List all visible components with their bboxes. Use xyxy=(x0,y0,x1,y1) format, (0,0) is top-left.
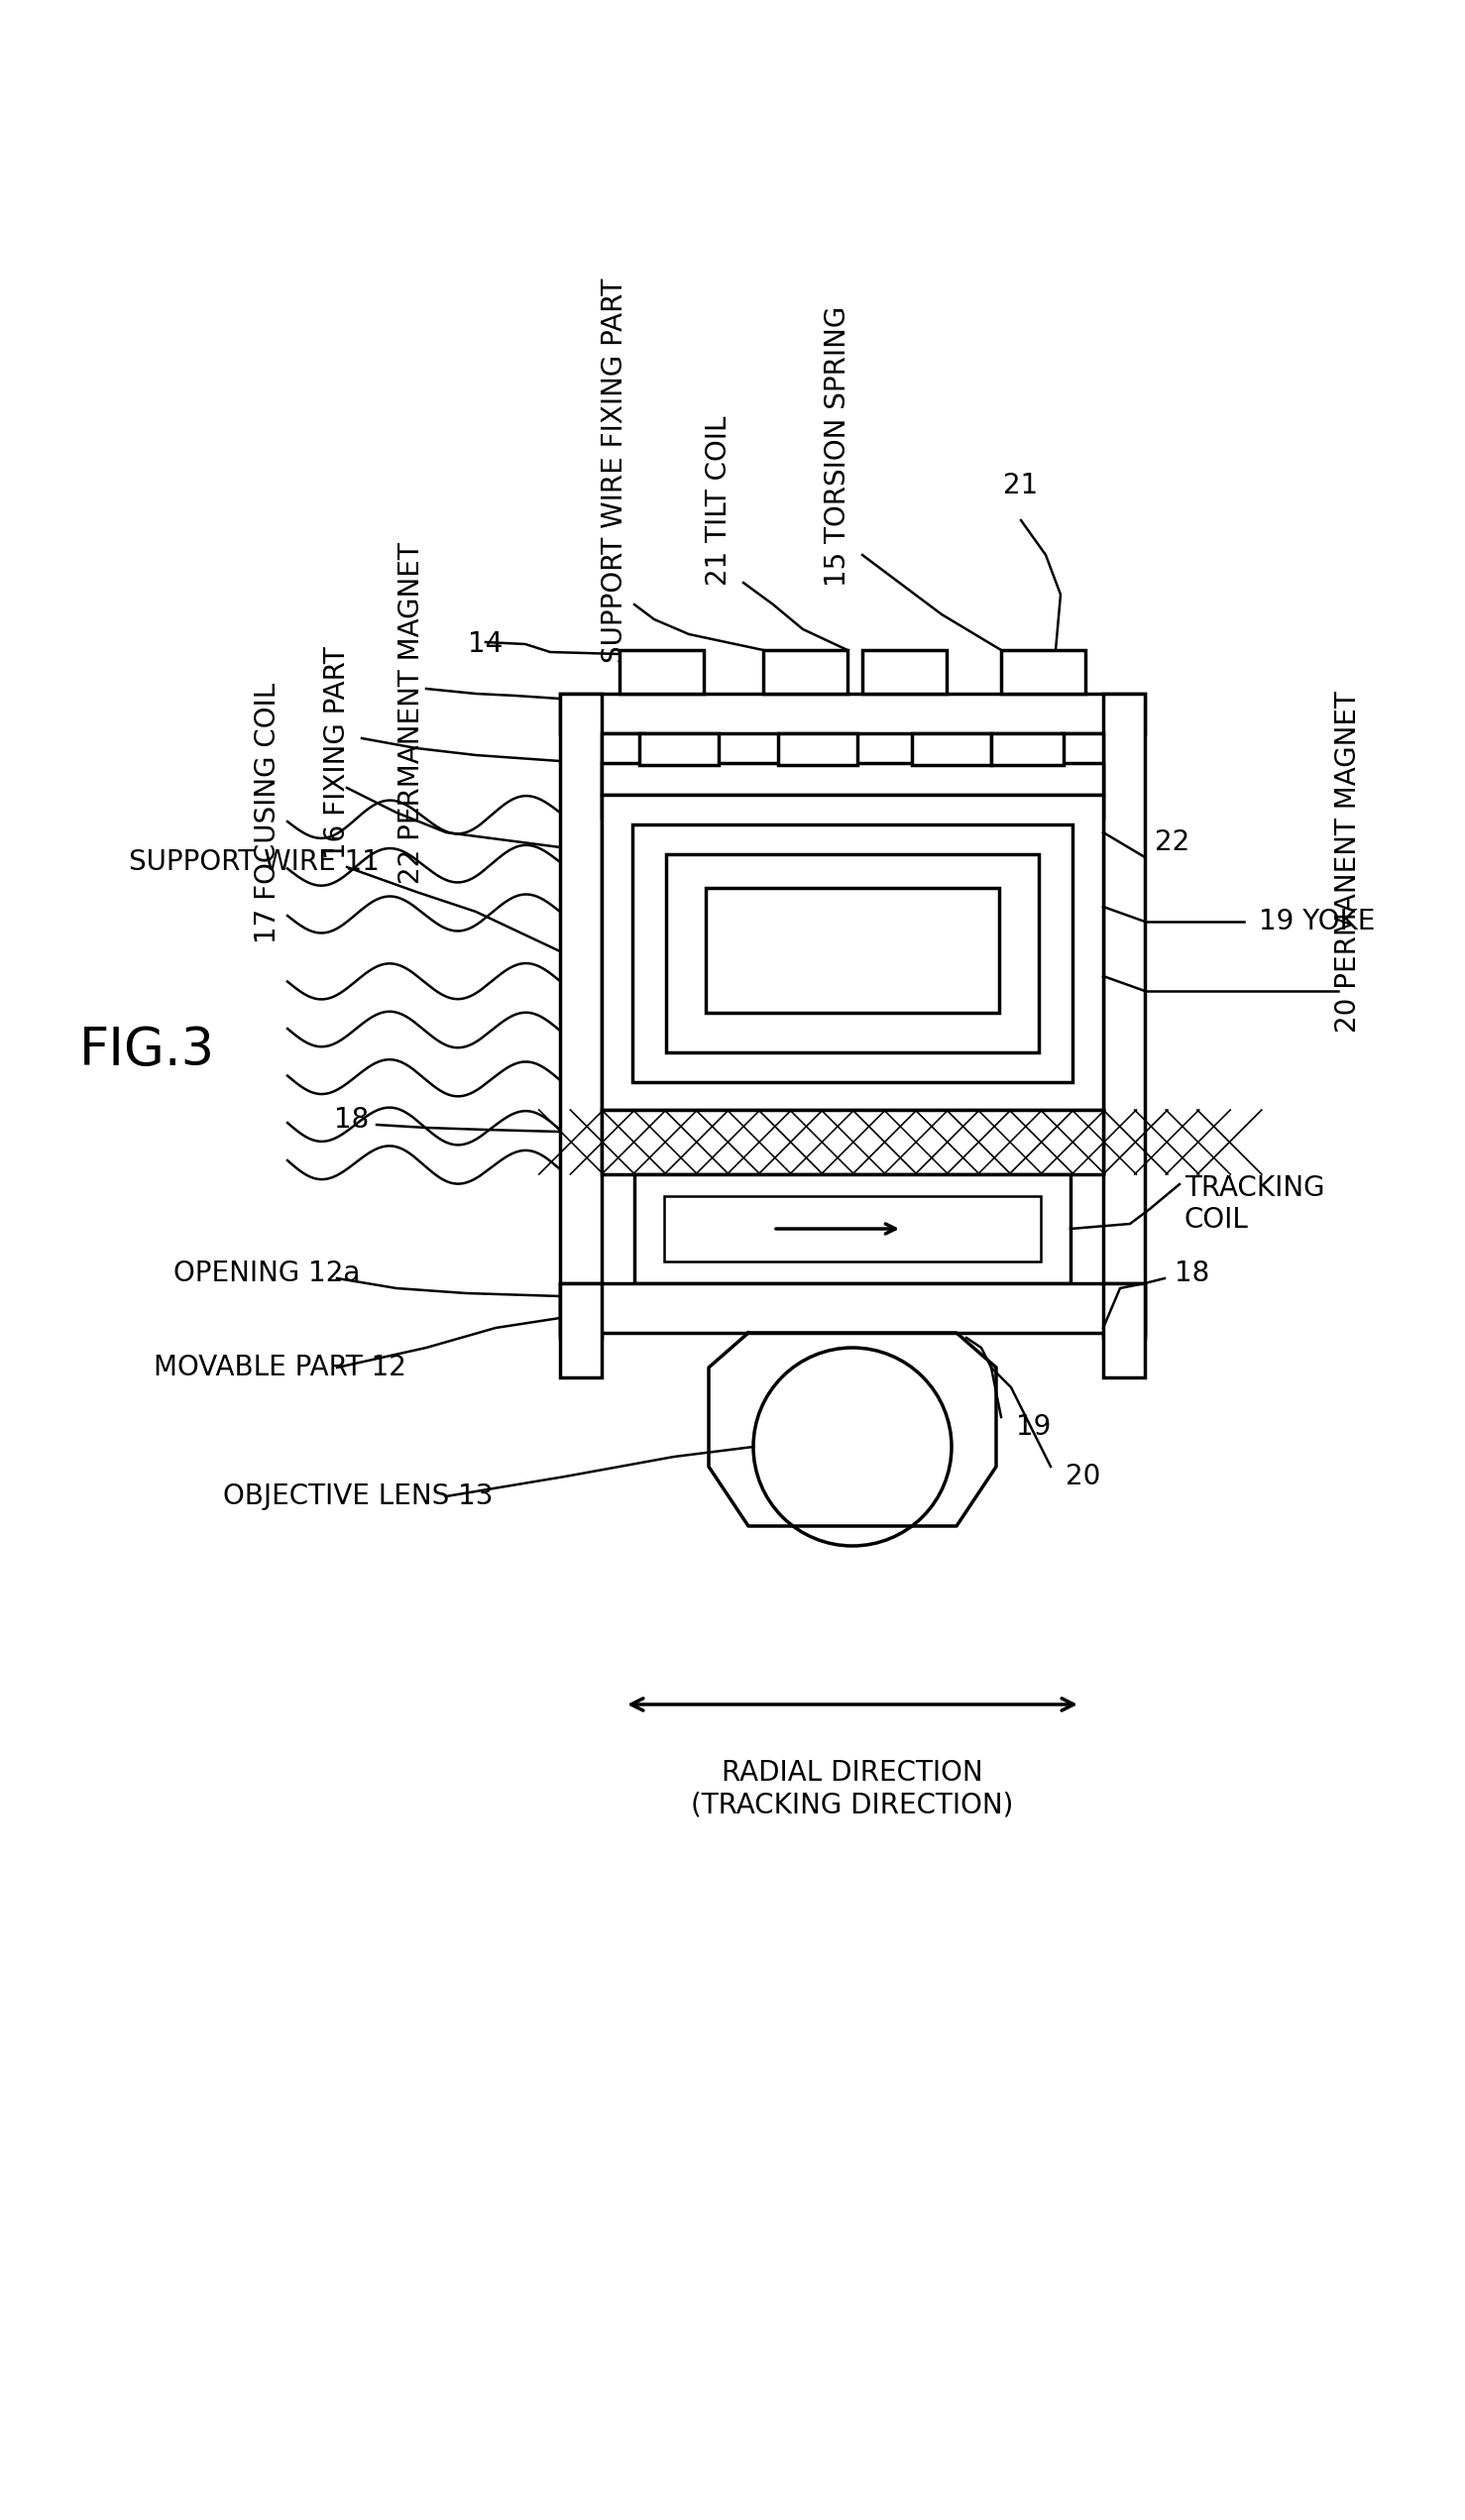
Bar xyxy=(560,1283,602,1378)
Bar xyxy=(560,693,1144,733)
Bar xyxy=(634,1174,1071,1283)
Text: OPENING 12a: OPENING 12a xyxy=(173,1260,360,1288)
Text: RADIAL DIRECTION
(TRACKING DIRECTION): RADIAL DIRECTION (TRACKING DIRECTION) xyxy=(691,1759,1014,1819)
Bar xyxy=(992,733,1064,766)
Bar xyxy=(639,733,719,766)
Text: OBJECTIVE LENS 13: OBJECTIVE LENS 13 xyxy=(223,1482,494,1509)
Bar xyxy=(911,733,992,766)
Bar xyxy=(1001,650,1086,693)
Text: 22 PERMANENT MAGNET: 22 PERMANENT MAGNET xyxy=(397,542,425,885)
Bar xyxy=(602,764,1103,794)
Text: SUPPORT WIRE 11: SUPPORT WIRE 11 xyxy=(129,849,379,877)
Text: 20: 20 xyxy=(1065,1462,1100,1489)
Bar xyxy=(664,1197,1040,1263)
Bar xyxy=(620,650,703,693)
Bar xyxy=(602,1109,1103,1174)
Bar xyxy=(763,650,847,693)
Bar xyxy=(863,650,946,693)
Text: 19 YOKE: 19 YOKE xyxy=(1258,907,1376,935)
Bar xyxy=(1062,733,1103,816)
Text: 14: 14 xyxy=(469,630,502,658)
Text: 16 FIXING PART: 16 FIXING PART xyxy=(324,648,352,859)
Text: SUPPORT WIRE FIXING PART: SUPPORT WIRE FIXING PART xyxy=(601,277,628,663)
Bar xyxy=(1103,1283,1144,1378)
Text: 18: 18 xyxy=(1175,1260,1210,1288)
Bar xyxy=(602,794,1103,1109)
Bar xyxy=(560,1283,1144,1333)
Text: MOVABLE PART 12: MOVABLE PART 12 xyxy=(154,1353,406,1381)
Text: 22: 22 xyxy=(1154,829,1190,857)
Text: 17 FOCUSING COIL: 17 FOCUSING COIL xyxy=(253,683,281,942)
Text: 19: 19 xyxy=(1017,1414,1050,1441)
Text: 21: 21 xyxy=(1004,471,1039,499)
Bar xyxy=(706,887,999,1013)
Text: 18: 18 xyxy=(334,1106,369,1134)
Text: 21 TILT COIL: 21 TILT COIL xyxy=(705,416,732,585)
Text: 20 PERMANENT MAGNET: 20 PERMANENT MAGNET xyxy=(1335,690,1362,1033)
Bar xyxy=(778,733,857,766)
Text: TRACKING
COIL: TRACKING COIL xyxy=(1185,1174,1324,1235)
Bar xyxy=(602,733,643,816)
Text: 15 TORSION SPRING: 15 TORSION SPRING xyxy=(823,305,851,587)
Text: FIG.3: FIG.3 xyxy=(79,1026,215,1076)
Bar xyxy=(560,693,602,1338)
Bar xyxy=(633,824,1072,1081)
Bar xyxy=(1103,693,1144,1338)
Bar xyxy=(667,854,1039,1053)
